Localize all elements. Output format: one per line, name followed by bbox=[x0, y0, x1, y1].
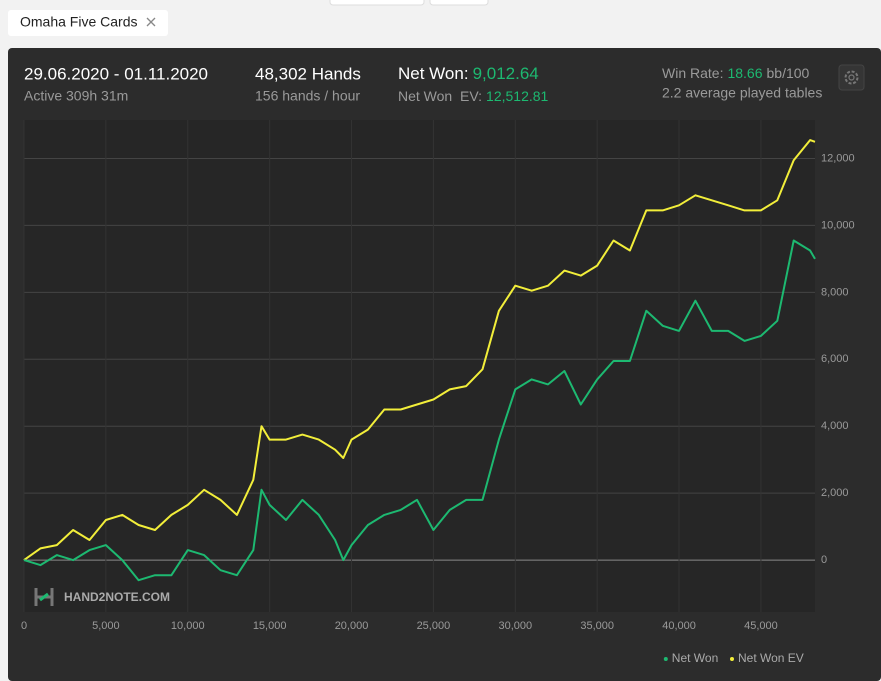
x-tick-label: 15,000 bbox=[253, 620, 287, 632]
watermark-text: HAND2NOTE.COM bbox=[64, 590, 170, 604]
x-tick-label: 35,000 bbox=[580, 620, 614, 632]
tables: 2.2 average played tables bbox=[662, 85, 822, 101]
win-rate: Win Rate: 18.66 bb/100 bbox=[662, 65, 810, 81]
label: Net Won EV: bbox=[398, 88, 482, 104]
x-tick-label: 45,000 bbox=[744, 620, 778, 632]
legend-label: Net Won bbox=[672, 651, 718, 665]
x-tick-label: 25,000 bbox=[417, 620, 451, 632]
x-tick-label: 40,000 bbox=[662, 620, 696, 632]
x-tick-label: 5,000 bbox=[92, 620, 120, 632]
dates: 29.06.2020 - 01.11.2020 bbox=[24, 64, 208, 83]
watermark: HAND2NOTE.COM bbox=[34, 588, 170, 606]
y-tick-label: 10,000 bbox=[821, 219, 855, 231]
button[interactable] bbox=[329, 0, 425, 6]
series-line bbox=[23, 139, 816, 561]
close-icon[interactable] bbox=[146, 17, 156, 27]
settings-icon[interactable] bbox=[838, 64, 865, 91]
x-tick-label: 30,000 bbox=[498, 620, 532, 632]
y-tick-label: 4,000 bbox=[821, 420, 849, 432]
legend-marker bbox=[730, 657, 734, 661]
value: 12,512.81 bbox=[486, 88, 548, 104]
label: Win Rate: bbox=[662, 65, 723, 81]
net-won: Net Won: 9,012.64 bbox=[398, 64, 539, 83]
hands: 48,302 Hands bbox=[255, 64, 361, 83]
y-tick-label: 0 bbox=[821, 554, 827, 566]
active: Active 309h 31m bbox=[24, 88, 128, 104]
hands-rate: 156 hands / hour bbox=[255, 88, 360, 104]
y-tick-label: 2,000 bbox=[821, 487, 849, 499]
legend-label: Net Won EV bbox=[738, 651, 804, 665]
unit: bb/100 bbox=[767, 65, 810, 81]
tab-title: Omaha Five Cards bbox=[20, 14, 137, 30]
series-line bbox=[23, 239, 816, 582]
y-tick-label: 12,000 bbox=[821, 152, 855, 164]
x-tick-label: 0 bbox=[21, 620, 27, 632]
tab[interactable] bbox=[8, 10, 168, 36]
value: 18.66 bbox=[727, 65, 762, 81]
y-tick-label: 6,000 bbox=[821, 353, 849, 365]
net-won-ev: Net Won EV: 12,512.81 bbox=[398, 88, 549, 104]
plot-area bbox=[24, 120, 815, 612]
x-tick-label: 10,000 bbox=[171, 620, 205, 632]
x-tick-label: 20,000 bbox=[335, 620, 369, 632]
y-tick-label: 8,000 bbox=[821, 286, 849, 298]
legend-marker bbox=[663, 657, 668, 661]
value: 9,012.64 bbox=[473, 64, 539, 83]
label: Net Won: bbox=[398, 64, 469, 83]
button[interactable] bbox=[429, 0, 489, 6]
